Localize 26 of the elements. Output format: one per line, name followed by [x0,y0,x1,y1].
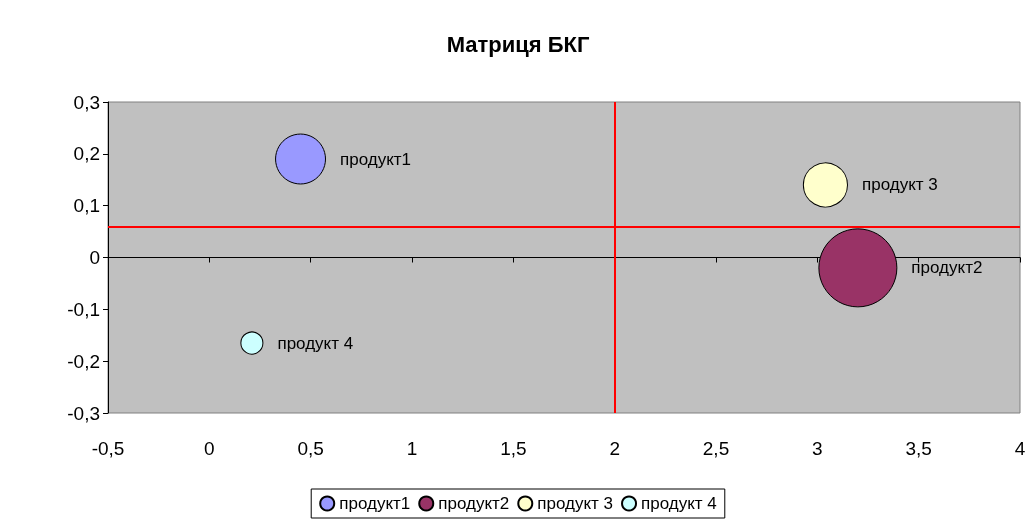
text: продукт1 [340,149,412,169]
text: продукт 4 [277,333,354,353]
y-tick-label: -0,3 [67,402,100,424]
x-tick-label: 0,5 [297,438,324,459]
y-tick-label: -0,2 [67,350,100,372]
x-tick-label: 1,5 [500,438,527,459]
legend-label: продукт 3 [537,494,614,513]
x-tick-label: 0 [204,438,215,459]
y-tick-label: 0,3 [73,91,100,113]
x-tick-label: 2,5 [702,438,730,459]
y-tick-label: 0,2 [73,143,100,165]
x-tick-label: 3 [812,438,823,459]
x-tick-label: 3,5 [905,438,932,459]
y-tick-label: 0,1 [73,195,100,217]
x-tick-label: 1 [406,438,418,459]
y-tick-label: -0,1 [67,298,100,320]
text: продукт 3 [862,175,938,195]
x-tick-label: -0,5 [91,438,125,459]
legend-label: продукт2 [438,494,510,513]
chart-title: Матриця БКГ [446,31,590,57]
x-tick-label: 4 [1014,438,1026,459]
text: продукт2 [911,258,983,278]
legend-label: продукт 4 [641,494,717,513]
legend-label: продукт1 [339,494,411,513]
x-tick-label: 2 [609,438,620,459]
y-tick-label: 0 [89,247,100,268]
